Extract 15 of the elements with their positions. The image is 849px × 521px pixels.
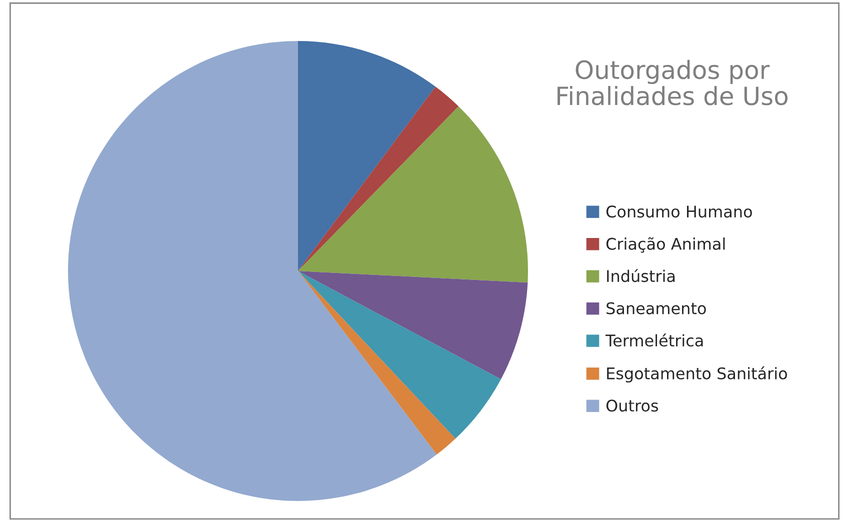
pie-slice xyxy=(298,86,459,271)
legend-label: Criação Animal xyxy=(606,237,725,253)
text: Outorgados por Finalidades de Uso xyxy=(558,60,788,106)
legend-label: Consumo Humano xyxy=(606,206,752,218)
pie-slice xyxy=(298,271,528,380)
legend-label: Outros xyxy=(606,400,658,412)
pie-slice xyxy=(298,106,528,283)
legend-label: Saneamento xyxy=(606,302,706,314)
legend-label: Indústria xyxy=(607,269,675,282)
legend-label: Esgotamento Sanitário xyxy=(607,366,787,383)
pie-slice xyxy=(68,41,437,501)
pie-slice xyxy=(298,271,456,454)
legend-label: Termelétrica xyxy=(605,334,703,347)
pie-slice xyxy=(298,41,436,271)
pie-slice xyxy=(298,271,501,439)
